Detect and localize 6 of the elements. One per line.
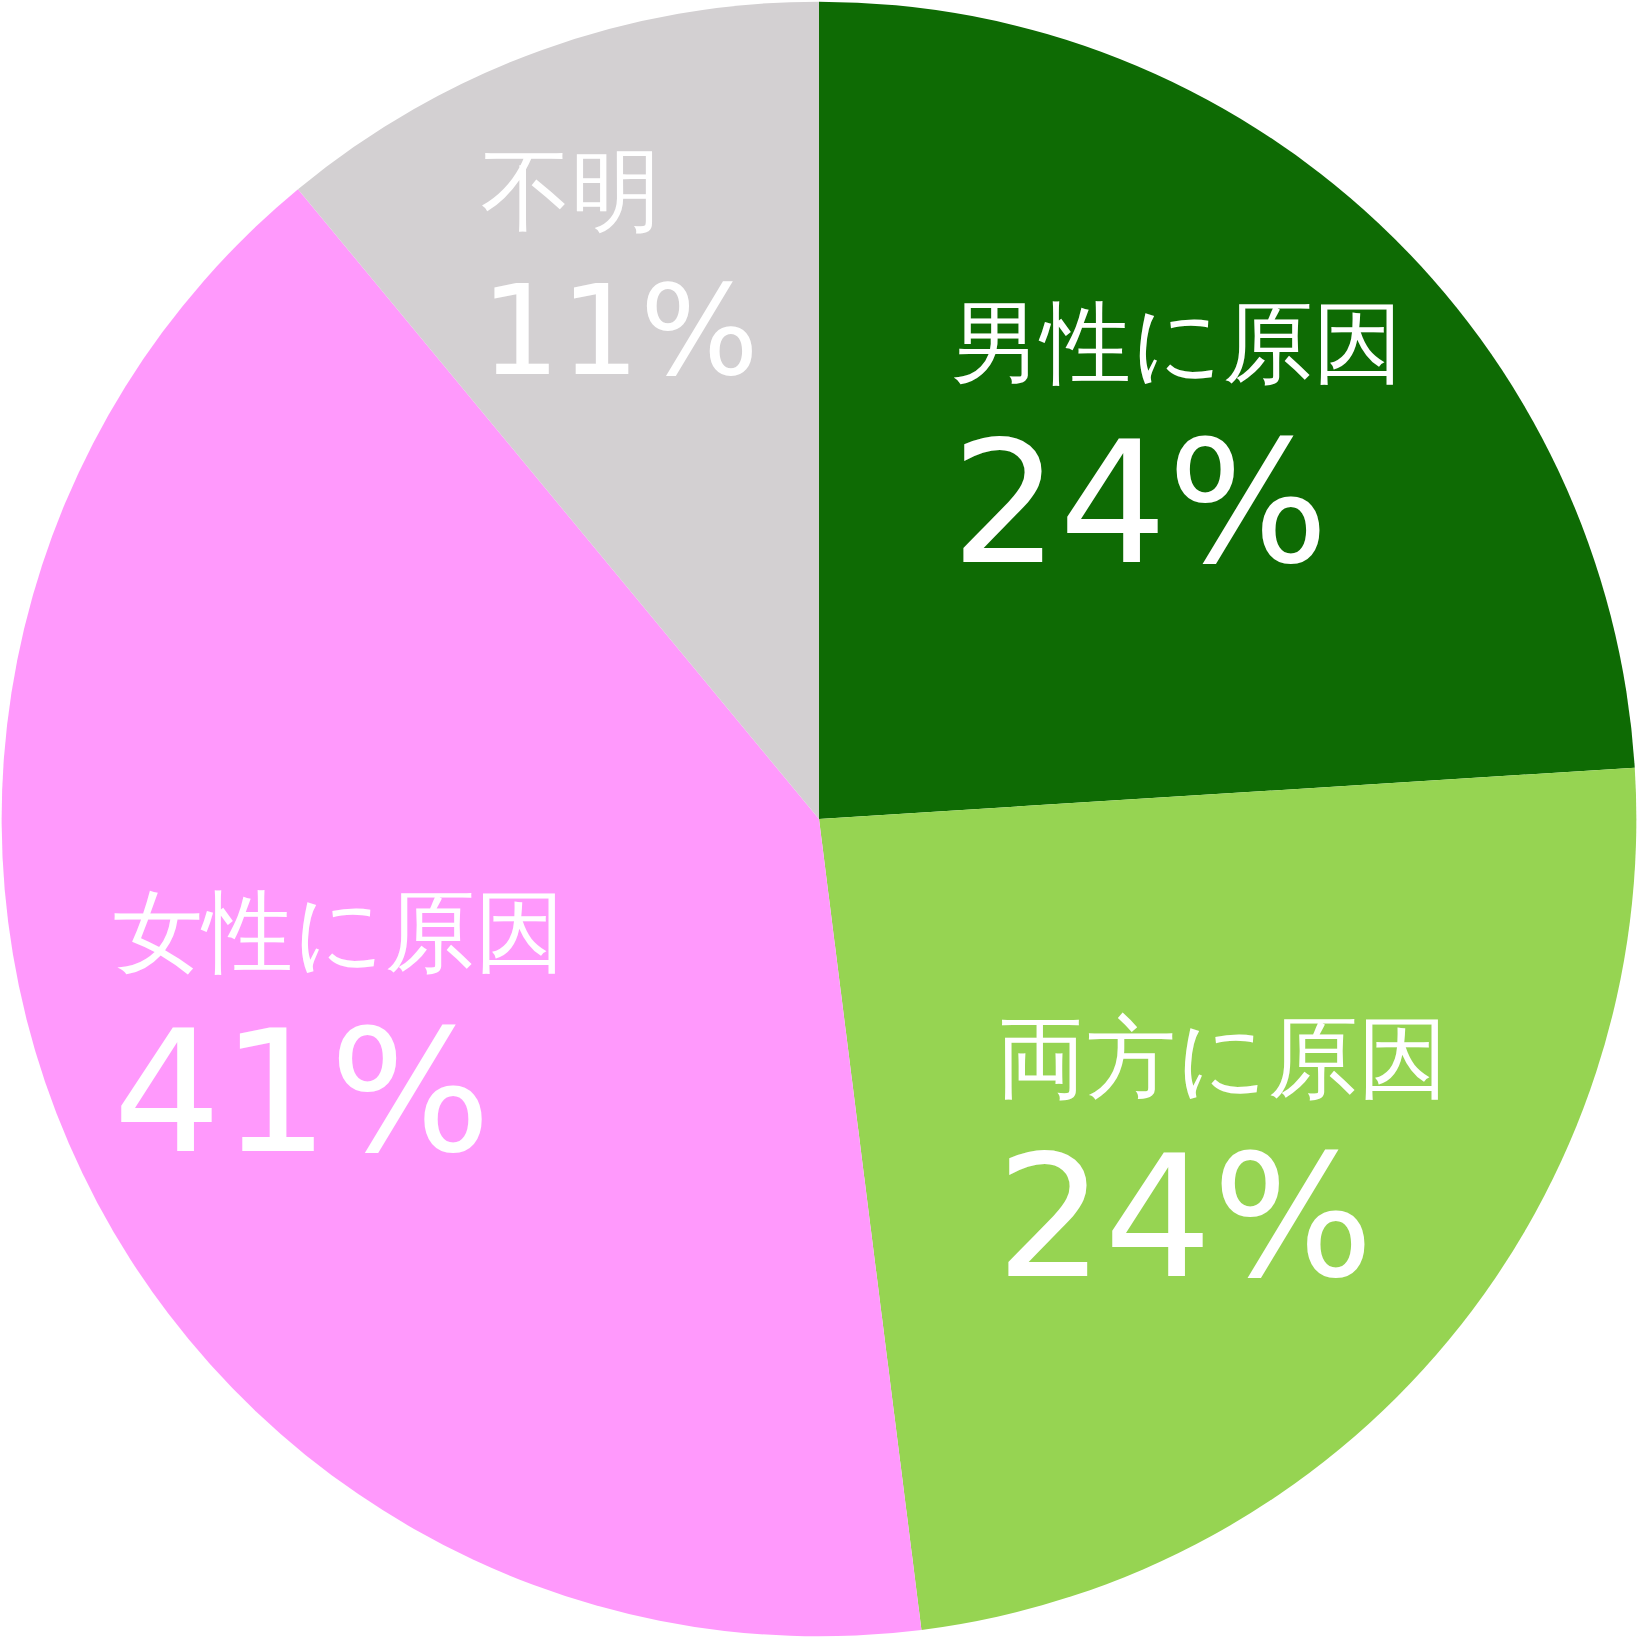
slice-label: 両方に原因 xyxy=(995,1004,1448,1110)
slice-label: 女性に原因 xyxy=(113,879,566,985)
data-label: 24% xyxy=(995,1118,1374,1317)
slice-label: 男性に原因 xyxy=(950,290,1403,396)
data-label: 41% xyxy=(113,992,491,1191)
data-label: 24% xyxy=(950,403,1329,602)
